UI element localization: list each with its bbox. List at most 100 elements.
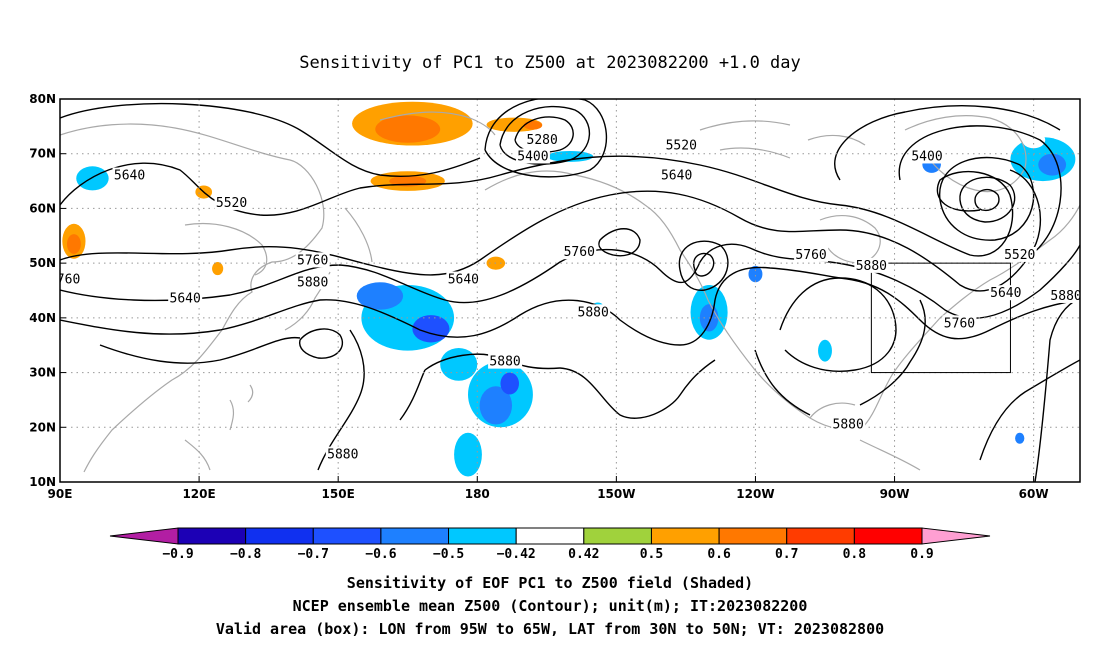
contour-label-bg [446, 271, 481, 287]
contour-label: 5400 [911, 149, 942, 164]
contour-line [484, 99, 608, 178]
contour-label: 5880 [578, 305, 609, 320]
y-tick-label: 70N [29, 147, 56, 161]
contour-label: 5640 [114, 169, 145, 184]
contour-label: 5400 [517, 149, 548, 164]
lat-lon-grid [60, 99, 1080, 482]
contour-label-bg [831, 416, 866, 432]
colorbar-min-arrow [109, 527, 179, 545]
contour-label-bg [168, 290, 203, 306]
colorbar-segment [650, 527, 720, 545]
contour-label: 5640 [661, 169, 692, 184]
y-tick-label: 80N [29, 92, 56, 106]
caption-line-3: Valid area (box): LON from 95W to 65W, L… [216, 620, 884, 638]
contour-label: 5280 [527, 133, 558, 148]
contour-label: 5880 [856, 259, 887, 274]
contour-label: 5760 [564, 245, 595, 260]
contour-line [974, 188, 1000, 212]
colorbar-level-label: −0.42 [497, 547, 536, 562]
sensitivity-patch [212, 262, 224, 276]
longitude-axis: 90E 120E 150E 180 150W 120W 90W 60W [48, 476, 1049, 501]
coastline-arctic-islands [699, 120, 866, 159]
y-tick-label: 50N [29, 256, 56, 270]
contour-label-bg [325, 446, 360, 462]
sensitivity-patch [66, 234, 81, 254]
coastline-gulf [809, 402, 921, 471]
contour-label-bg [1049, 287, 1080, 303]
sensitivity-patch [134, 138, 162, 159]
contour-line [60, 266, 1080, 346]
contour-label: 5880 [297, 275, 328, 290]
contour-label: 5760 [297, 253, 328, 268]
contour-label-bg [664, 137, 699, 153]
contour-label-bg [60, 271, 82, 287]
sensitivity-patch [440, 347, 478, 381]
y-tick-label: 40N [29, 311, 56, 325]
colorbar-segment [786, 527, 855, 545]
x-tick-label: 120W [736, 487, 774, 501]
colorbar-level-label: −0.9 [162, 547, 193, 562]
contour-label-bg [854, 257, 889, 273]
contour-line [60, 243, 1080, 319]
contour-label: 5880 [489, 355, 520, 370]
colorbar-max-arrow [921, 527, 991, 545]
contour-label-bg [1002, 246, 1037, 262]
z500-contours [60, 99, 1080, 482]
contour-line [834, 105, 1061, 181]
colorbar-level-label: −0.6 [365, 547, 396, 562]
contour-label: 5760 [49, 273, 80, 288]
contour-label: 5760 [944, 316, 975, 331]
sensitivity-patch [479, 386, 513, 425]
sensitivity-patch [818, 339, 832, 362]
colorbar-segment [853, 527, 923, 545]
contour-line [979, 359, 1080, 461]
contour-label-bg [295, 252, 330, 268]
latitude-axis: 10N 20N 30N 40N 50N 60N 70N 80N [29, 92, 66, 489]
sensitivity-patch [454, 432, 482, 477]
contour-line [99, 336, 301, 364]
x-tick-label: 150W [597, 487, 635, 501]
coastline-siberia [379, 111, 496, 136]
sensitivity-patch [76, 166, 109, 191]
caption-line-2: NCEP ensemble mean Z500 (Contour); unit(… [293, 597, 808, 615]
contour-label-bg [525, 132, 560, 148]
contour-line [1034, 297, 1080, 482]
contour-label: 5760 [795, 248, 826, 263]
contour-label-bg [794, 246, 829, 262]
colorbar-segment [312, 527, 382, 545]
sensitivity-patch [546, 150, 594, 162]
sensitivity-patch [500, 372, 519, 395]
contour-label: 5880 [1050, 289, 1081, 304]
map-plot-area: 5640552052805400552056405400576056405760… [49, 99, 1081, 482]
contour-label-bg [295, 274, 330, 290]
x-tick-label: 150E [322, 487, 355, 501]
chart-title: Sensitivity of PC1 to Z500 at 2023082200… [299, 53, 801, 73]
contour-line [693, 252, 715, 277]
colorbar-segment [177, 527, 247, 545]
colorbar-level-label: 0.6 [707, 547, 731, 562]
contour-label: 5520 [666, 139, 697, 154]
colorbar-level-label: 0.8 [843, 547, 867, 562]
colorbar-level-label: 0.7 [775, 547, 798, 562]
contour-line [60, 169, 1042, 292]
sensitivity-patch [989, 189, 1013, 206]
colorbar-level-label: 0.9 [910, 547, 933, 562]
colorbar-segment [448, 527, 517, 545]
coastline-hudson [819, 214, 881, 264]
colorbar-level-label: 0.42 [568, 547, 599, 562]
contour-label: 5640 [448, 273, 479, 288]
y-tick-label: 60N [29, 201, 56, 215]
colorbar-segment [245, 527, 314, 545]
contour-label-bg [576, 304, 611, 320]
coastline-kamchatka [344, 207, 373, 263]
colorbar-segment [380, 527, 450, 545]
contour-label: 5520 [1004, 248, 1035, 263]
sensitivity-patch [375, 115, 441, 143]
contour-label-bg [112, 167, 147, 183]
contour-label: 5520 [216, 196, 247, 211]
contour-line [959, 176, 1016, 223]
contour-label: 5880 [327, 448, 358, 463]
colorbar-level-label: −0.8 [230, 547, 261, 562]
x-tick-label: 90W [880, 487, 910, 501]
x-tick-label: 180 [465, 487, 490, 501]
